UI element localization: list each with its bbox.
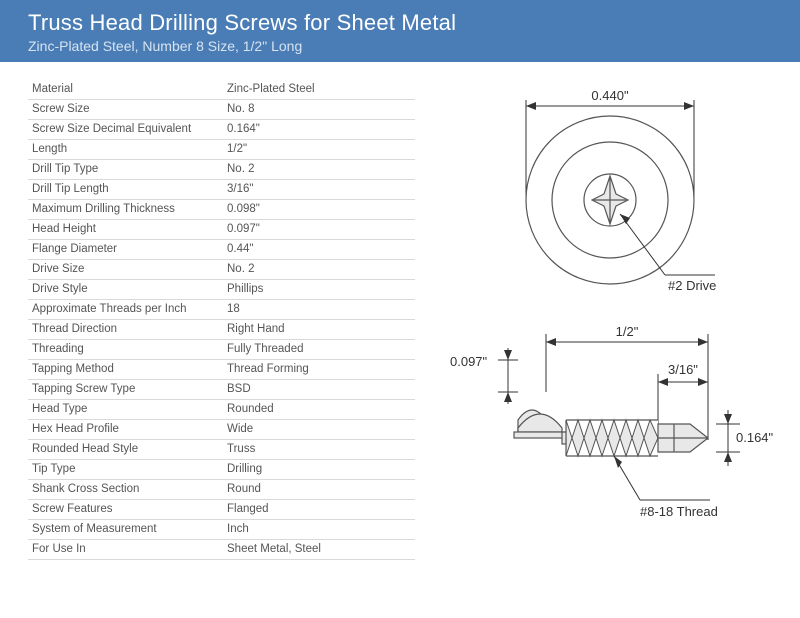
spec-key: Material — [28, 80, 223, 99]
spec-value: 0.097" — [223, 219, 415, 239]
spec-value: Round — [223, 479, 415, 499]
table-row: ThreadingFully Threaded — [28, 339, 415, 359]
spec-value: Truss — [223, 439, 415, 459]
spec-key: Flange Diameter — [28, 239, 223, 259]
table-row: System of MeasurementInch — [28, 519, 415, 539]
diameter-label: 0.164" — [736, 430, 774, 445]
spec-value: No. 2 — [223, 259, 415, 279]
spec-key: Threading — [28, 339, 223, 359]
table-row: Drill Tip TypeNo. 2 — [28, 159, 415, 179]
spec-key: Screw Size — [28, 99, 223, 119]
spec-key: Drive Style — [28, 279, 223, 299]
diagram-panel: 0.440" #2 Drive 0.097" — [415, 80, 780, 560]
head-height-label: 0.097" — [450, 354, 488, 369]
page-header: Truss Head Drilling Screws for Sheet Met… — [0, 0, 800, 62]
table-row: Flange Diameter0.44" — [28, 239, 415, 259]
table-row: Drive SizeNo. 2 — [28, 259, 415, 279]
page-subtitle: Zinc-Plated Steel, Number 8 Size, 1/2" L… — [28, 38, 772, 54]
spec-key: Maximum Drilling Thickness — [28, 199, 223, 219]
spec-key: Tip Type — [28, 459, 223, 479]
table-row: Screw Size Decimal Equivalent0.164" — [28, 119, 415, 139]
top-view-diagram: 0.440" #2 Drive — [460, 80, 760, 310]
spec-key: Tapping Screw Type — [28, 379, 223, 399]
content-area: MaterialZinc-Plated SteelScrew SizeNo. 8… — [0, 62, 800, 560]
table-row: Screw FeaturesFlanged — [28, 499, 415, 519]
spec-key: Drill Tip Type — [28, 159, 223, 179]
table-row: Shank Cross SectionRound — [28, 479, 415, 499]
spec-key: Tapping Method — [28, 359, 223, 379]
table-row: MaterialZinc-Plated Steel — [28, 80, 415, 99]
table-row: Rounded Head StyleTruss — [28, 439, 415, 459]
spec-key: Shank Cross Section — [28, 479, 223, 499]
table-row: For Use InSheet Metal, Steel — [28, 539, 415, 559]
spec-key: Screw Features — [28, 499, 223, 519]
spec-key: Approximate Threads per Inch — [28, 299, 223, 319]
spec-value: Sheet Metal, Steel — [223, 539, 415, 559]
spec-value: Phillips — [223, 279, 415, 299]
table-row: Approximate Threads per Inch18 — [28, 299, 415, 319]
spec-value: Wide — [223, 419, 415, 439]
spec-key: Drive Size — [28, 259, 223, 279]
table-row: Hex Head ProfileWide — [28, 419, 415, 439]
spec-key: Head Height — [28, 219, 223, 239]
spec-value: 0.098" — [223, 199, 415, 219]
spec-key: Length — [28, 139, 223, 159]
table-row: Head TypeRounded — [28, 399, 415, 419]
table-row: Screw SizeNo. 8 — [28, 99, 415, 119]
spec-key: For Use In — [28, 539, 223, 559]
table-row: Tip TypeDrilling — [28, 459, 415, 479]
spec-value: 0.44" — [223, 239, 415, 259]
spec-value: Fully Threaded — [223, 339, 415, 359]
table-row: Drive StylePhillips — [28, 279, 415, 299]
spec-value: No. 8 — [223, 99, 415, 119]
page-title: Truss Head Drilling Screws for Sheet Met… — [28, 10, 772, 36]
thread-label: #8-18 Thread — [640, 504, 718, 519]
spec-value: Inch — [223, 519, 415, 539]
spec-key: Rounded Head Style — [28, 439, 223, 459]
spec-value: 1/2" — [223, 139, 415, 159]
table-row: Maximum Drilling Thickness0.098" — [28, 199, 415, 219]
spec-value: Zinc-Plated Steel — [223, 80, 415, 99]
spec-value: Rounded — [223, 399, 415, 419]
spec-key: Thread Direction — [28, 319, 223, 339]
spec-value: 18 — [223, 299, 415, 319]
table-row: Head Height0.097" — [28, 219, 415, 239]
spec-key: System of Measurement — [28, 519, 223, 539]
spec-value: Drilling — [223, 459, 415, 479]
spec-table: MaterialZinc-Plated SteelScrew SizeNo. 8… — [28, 80, 415, 560]
table-row: Tapping MethodThread Forming — [28, 359, 415, 379]
spec-value: 0.164" — [223, 119, 415, 139]
side-view-diagram: 0.097" 1/2" 3/16" — [440, 320, 780, 560]
spec-value: 3/16" — [223, 179, 415, 199]
table-row: Length1/2" — [28, 139, 415, 159]
drive-label: #2 Drive — [668, 278, 716, 293]
spec-value: Thread Forming — [223, 359, 415, 379]
table-row: Drill Tip Length3/16" — [28, 179, 415, 199]
flange-dia-label: 0.440" — [591, 88, 629, 103]
spec-key: Screw Size Decimal Equivalent — [28, 119, 223, 139]
spec-value: No. 2 — [223, 159, 415, 179]
spec-value: Flanged — [223, 499, 415, 519]
spec-key: Head Type — [28, 399, 223, 419]
table-row: Thread DirectionRight Hand — [28, 319, 415, 339]
spec-value: BSD — [223, 379, 415, 399]
tip-length-label: 3/16" — [668, 362, 698, 377]
spec-value: Right Hand — [223, 319, 415, 339]
spec-key: Hex Head Profile — [28, 419, 223, 439]
table-row: Tapping Screw TypeBSD — [28, 379, 415, 399]
length-label: 1/2" — [616, 324, 639, 339]
spec-key: Drill Tip Length — [28, 179, 223, 199]
